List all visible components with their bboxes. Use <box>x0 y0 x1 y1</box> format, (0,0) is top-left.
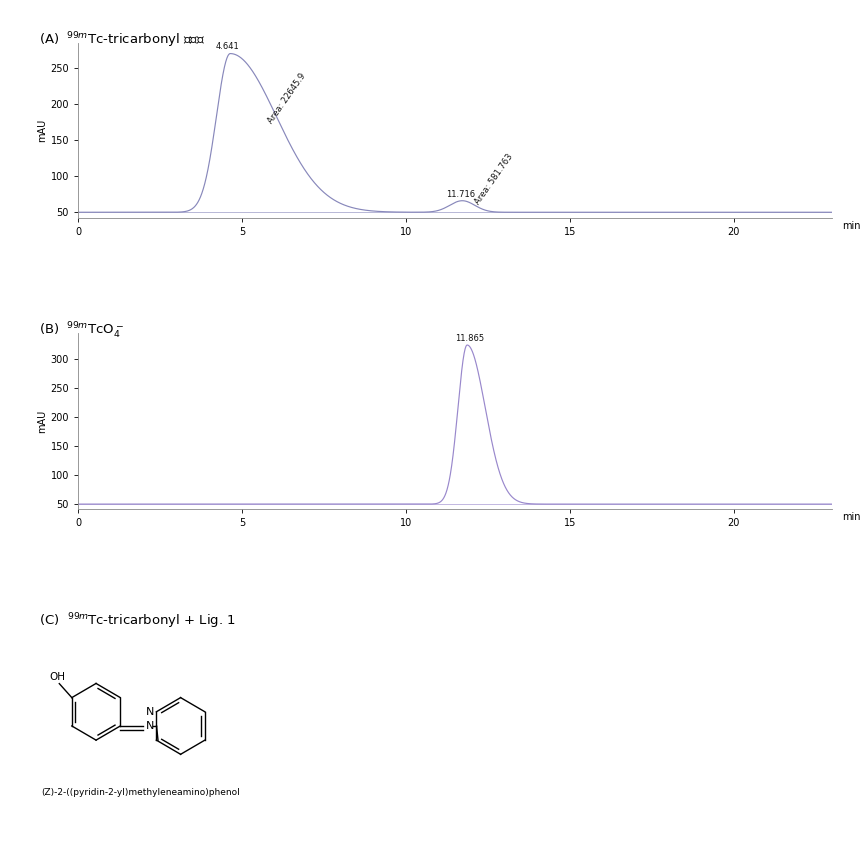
Text: (Z)-2-((pyridin-2-yl)methyleneamino)phenol: (Z)-2-((pyridin-2-yl)methyleneamino)phen… <box>42 788 240 798</box>
Text: OH: OH <box>49 672 65 682</box>
Text: Area: 22645.9: Area: 22645.9 <box>266 71 308 125</box>
Text: min: min <box>842 511 861 522</box>
Text: 11.716: 11.716 <box>446 190 475 198</box>
Text: (B)  $^{99m}$TcO$_4^-$: (B) $^{99m}$TcO$_4^-$ <box>39 321 124 341</box>
Y-axis label: mAU: mAU <box>37 410 48 433</box>
Text: Area: 581.763: Area: 581.763 <box>473 153 515 207</box>
Y-axis label: mAU: mAU <box>37 119 48 142</box>
Text: N: N <box>147 707 154 716</box>
Text: min: min <box>842 221 861 231</box>
Text: 11.865: 11.865 <box>455 333 485 343</box>
Text: (C)  $^{99m}$Tc-tricarbonyl + Lig. 1: (C) $^{99m}$Tc-tricarbonyl + Lig. 1 <box>39 611 236 631</box>
Text: N: N <box>146 721 154 731</box>
Text: 4.641: 4.641 <box>216 42 239 50</box>
Text: (A)  $^{99m}$Tc-tricarbonyl 전구체: (A) $^{99m}$Tc-tricarbonyl 전구체 <box>39 30 205 50</box>
